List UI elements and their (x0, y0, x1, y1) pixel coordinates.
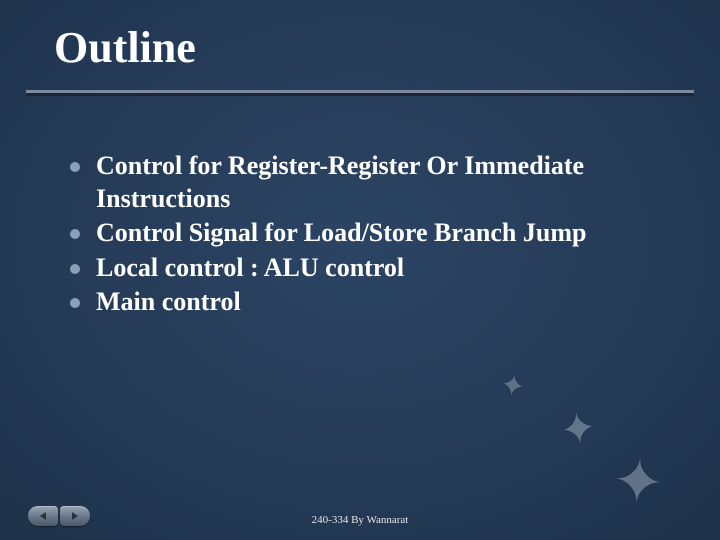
star-icon: ✦ (557, 406, 600, 455)
bullet-text: Control Signal for Load/Store Branch Jum… (96, 217, 586, 250)
bullet-dot-icon (70, 229, 80, 239)
bullet-list: Control for Register-Register Or Immedia… (70, 150, 660, 321)
bullet-dot-icon (70, 298, 80, 308)
bullet-item: Local control : ALU control (70, 252, 660, 285)
chevron-left-icon (40, 512, 46, 520)
nav-buttons (28, 506, 90, 526)
bullet-item: Control Signal for Load/Store Branch Jum… (70, 217, 660, 250)
bullet-item: Control for Register-Register Or Immedia… (70, 150, 660, 215)
bullet-text: Main control (96, 286, 241, 319)
slide: ✦✦✦ Outline Control for Register-Registe… (0, 0, 720, 540)
slide-title: Outline (54, 22, 196, 73)
divider-shadow (26, 93, 694, 96)
prev-slide-button[interactable] (28, 506, 58, 526)
star-icon: ✦ (498, 370, 528, 404)
title-divider (26, 90, 694, 96)
chevron-right-icon (72, 512, 78, 520)
bullet-dot-icon (70, 264, 80, 274)
bullet-dot-icon (70, 162, 80, 172)
star-icon: ✦ (609, 450, 666, 516)
bullet-item: Main control (70, 286, 660, 319)
bullet-text: Local control : ALU control (96, 252, 404, 285)
bullet-text: Control for Register-Register Or Immedia… (96, 150, 660, 215)
next-slide-button[interactable] (60, 506, 90, 526)
slide-footer: 240-334 By Wannarat (0, 514, 720, 526)
